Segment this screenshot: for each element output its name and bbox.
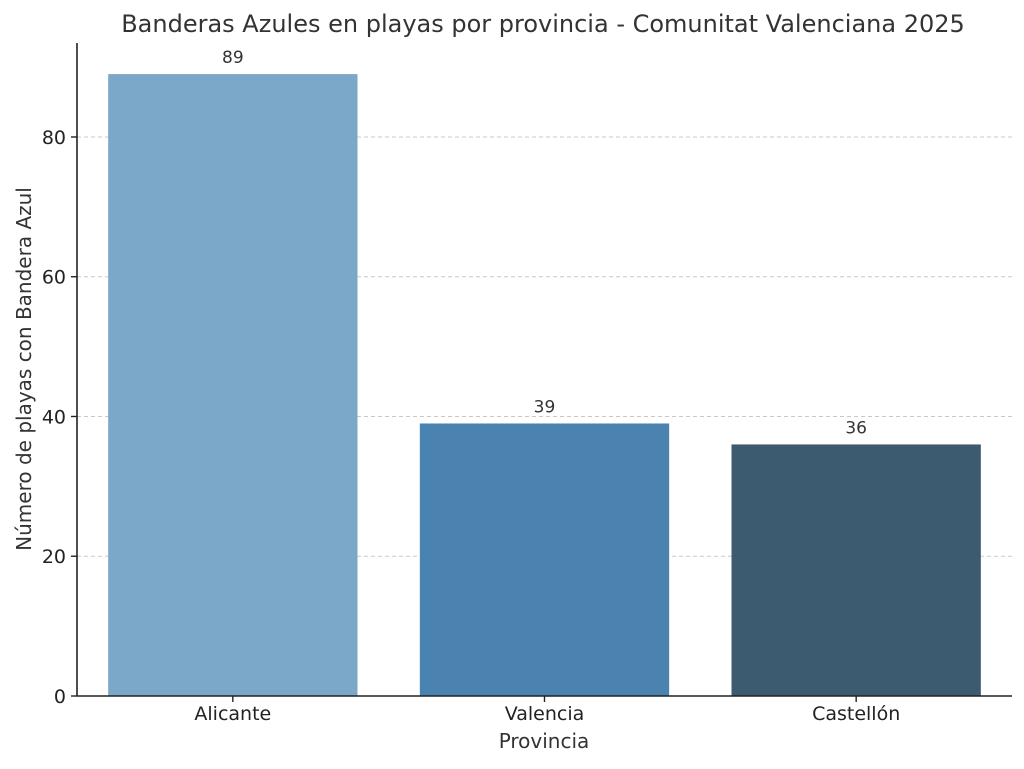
data-label: 89 [222, 48, 244, 68]
y-axis-ticks: 0 20 40 60 80 [42, 127, 77, 708]
bar-alicante [108, 74, 358, 697]
data-labels: 89 39 36 [222, 48, 867, 438]
x-tick-label: Alicante [194, 703, 271, 725]
y-axis-label: Número de playas con Bandera Azul [12, 187, 36, 551]
chart-title: Banderas Azules en playas por provincia … [121, 10, 965, 38]
x-axis-ticks: Alicante Valencia Castellón [194, 696, 900, 725]
y-tick-label: 80 [42, 127, 66, 149]
bar-valencia [419, 423, 670, 696]
y-tick-label: 60 [42, 267, 66, 289]
data-label: 39 [534, 397, 556, 417]
x-tick-label: Valencia [505, 703, 585, 725]
y-tick-label: 40 [42, 406, 66, 428]
y-tick-label: 20 [42, 546, 66, 568]
y-tick-label: 0 [54, 686, 66, 708]
x-axis-label: Provincia [499, 729, 590, 753]
x-tick-label: Castellón [812, 703, 900, 725]
bar-castellón [731, 444, 981, 696]
bars [108, 74, 981, 697]
data-label: 36 [845, 418, 867, 438]
